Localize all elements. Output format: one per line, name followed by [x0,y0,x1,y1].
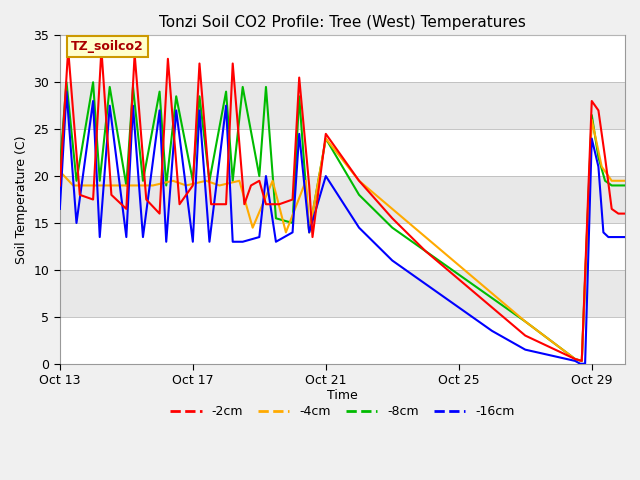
Text: TZ_soilco2: TZ_soilco2 [71,40,144,53]
Legend: -2cm, -4cm, -8cm, -16cm: -2cm, -4cm, -8cm, -16cm [165,400,520,423]
Bar [60,82,625,129]
Title: Tonzi Soil CO2 Profile: Tree (West) Temperatures: Tonzi Soil CO2 Profile: Tree (West) Temp… [159,15,526,30]
Bar [60,36,625,82]
Bar [60,317,625,364]
Bar [60,129,625,176]
Bar [60,223,625,270]
Bar [60,270,625,317]
X-axis label: Time: Time [327,388,358,402]
Y-axis label: Soil Temperature (C): Soil Temperature (C) [15,135,28,264]
Bar [60,176,625,223]
